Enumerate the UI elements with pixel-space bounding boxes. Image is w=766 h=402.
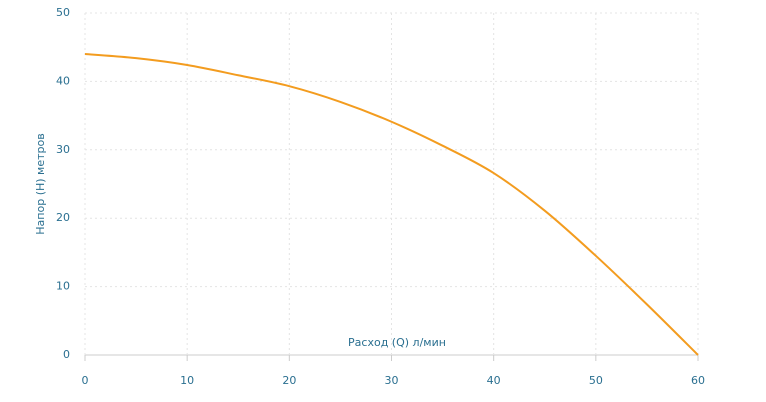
x-tick-label: 10 — [180, 374, 194, 387]
x-tick-label: 0 — [82, 374, 89, 387]
x-tick-label: 40 — [487, 374, 501, 387]
y-axis-label: Напор (H) метров — [34, 133, 47, 234]
y-tick-label: 20 — [56, 211, 70, 224]
x-tick-label: 50 — [589, 374, 603, 387]
x-tick-label: 60 — [691, 374, 705, 387]
x-tick-label: 20 — [282, 374, 296, 387]
y-tick-label: 30 — [56, 143, 70, 156]
y-tick-label: 50 — [56, 6, 70, 19]
y-tick-label: 0 — [63, 348, 70, 361]
y-tick-label: 40 — [56, 74, 70, 87]
x-axis-label: Расход (Q) л/мин — [348, 336, 446, 349]
line — [84, 53, 699, 356]
x-tick-label: 30 — [385, 374, 399, 387]
y-tick-label: 10 — [56, 280, 70, 293]
